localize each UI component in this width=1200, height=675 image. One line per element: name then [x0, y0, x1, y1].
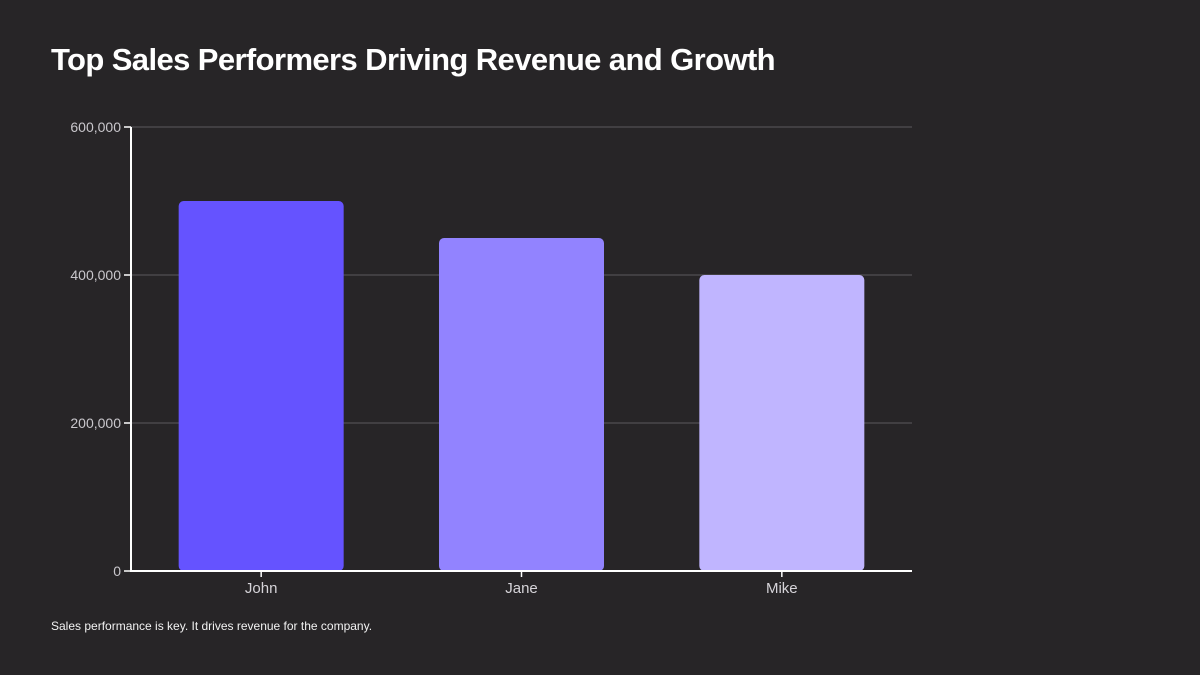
x-tick-label: John — [245, 580, 278, 597]
y-tick-label: 200,000 — [70, 415, 121, 431]
footnote: Sales performance is key. It drives reve… — [51, 619, 373, 633]
y-tick-label: 600,000 — [70, 119, 121, 135]
x-tick-label: Jane — [505, 580, 538, 597]
bar — [178, 201, 344, 571]
y-tick-label: 0 — [113, 563, 121, 579]
bar — [439, 238, 604, 571]
chart-title: Top Sales Performers Driving Revenue and… — [51, 42, 776, 77]
x-tick-label: Mike — [766, 580, 798, 597]
bar — [699, 275, 865, 571]
y-tick-label: 400,000 — [70, 267, 121, 283]
